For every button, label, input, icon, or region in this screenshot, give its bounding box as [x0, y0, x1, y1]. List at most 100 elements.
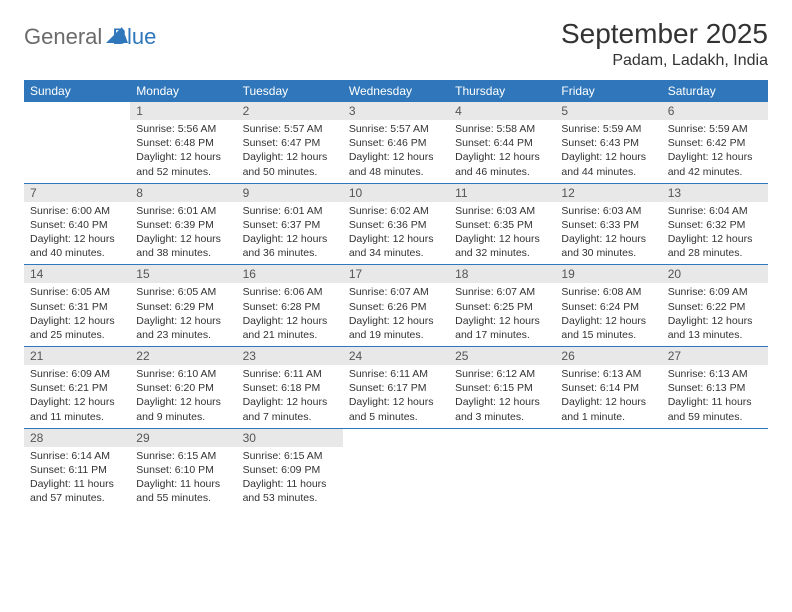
sunset: Sunset: 6:15 PM — [455, 381, 549, 395]
calendar-cell: 25Sunrise: 6:12 AMSunset: 6:15 PMDayligh… — [449, 347, 555, 428]
sunrise: Sunrise: 6:13 AM — [668, 367, 762, 381]
daylight: Daylight: 12 hours and 36 minutes. — [243, 232, 337, 260]
day-info: Sunrise: 6:15 AMSunset: 6:10 PMDaylight:… — [130, 447, 236, 510]
dow-sun: Sunday — [24, 80, 130, 102]
calendar-cell: 22Sunrise: 6:10 AMSunset: 6:20 PMDayligh… — [130, 347, 236, 428]
sunrise: Sunrise: 6:02 AM — [349, 204, 443, 218]
day-number: 21 — [24, 347, 130, 365]
sunrise: Sunrise: 6:05 AM — [136, 285, 230, 299]
calendar-cell: 29Sunrise: 6:15 AMSunset: 6:10 PMDayligh… — [130, 429, 236, 510]
month-title: September 2025 — [561, 18, 768, 50]
sunset: Sunset: 6:09 PM — [243, 463, 337, 477]
sunset: Sunset: 6:17 PM — [349, 381, 443, 395]
sunrise: Sunrise: 6:03 AM — [455, 204, 549, 218]
day-number: 5 — [555, 102, 661, 120]
calendar-cell: 2Sunrise: 5:57 AMSunset: 6:47 PMDaylight… — [237, 102, 343, 183]
day-info: Sunrise: 6:09 AMSunset: 6:21 PMDaylight:… — [24, 365, 130, 428]
day-number: 16 — [237, 265, 343, 283]
calendar-cell: 23Sunrise: 6:11 AMSunset: 6:18 PMDayligh… — [237, 347, 343, 428]
sunrise: Sunrise: 6:07 AM — [455, 285, 549, 299]
daylight: Daylight: 11 hours and 55 minutes. — [136, 477, 230, 505]
daylight: Daylight: 11 hours and 57 minutes. — [30, 477, 124, 505]
sunrise: Sunrise: 6:03 AM — [561, 204, 655, 218]
logo-text-2: Blue — [112, 24, 156, 50]
day-info: Sunrise: 5:57 AMSunset: 6:46 PMDaylight:… — [343, 120, 449, 183]
daylight: Daylight: 12 hours and 46 minutes. — [455, 150, 549, 178]
sunset: Sunset: 6:20 PM — [136, 381, 230, 395]
sunrise: Sunrise: 6:15 AM — [136, 449, 230, 463]
day-info: Sunrise: 6:00 AMSunset: 6:40 PMDaylight:… — [24, 202, 130, 265]
day-number: 17 — [343, 265, 449, 283]
day-number: 27 — [662, 347, 768, 365]
calendar-cell: 19Sunrise: 6:08 AMSunset: 6:24 PMDayligh… — [555, 265, 661, 346]
dow-tue: Tuesday — [237, 80, 343, 102]
day-info: Sunrise: 6:01 AMSunset: 6:37 PMDaylight:… — [237, 202, 343, 265]
daylight: Daylight: 12 hours and 44 minutes. — [561, 150, 655, 178]
sunrise: Sunrise: 6:09 AM — [30, 367, 124, 381]
calendar-week: 21Sunrise: 6:09 AMSunset: 6:21 PMDayligh… — [24, 347, 768, 429]
day-info: Sunrise: 6:06 AMSunset: 6:28 PMDaylight:… — [237, 283, 343, 346]
day-info: Sunrise: 5:59 AMSunset: 6:43 PMDaylight:… — [555, 120, 661, 183]
day-info: Sunrise: 6:07 AMSunset: 6:25 PMDaylight:… — [449, 283, 555, 346]
daylight: Daylight: 12 hours and 17 minutes. — [455, 314, 549, 342]
daylight: Daylight: 12 hours and 28 minutes. — [668, 232, 762, 260]
calendar-cell — [555, 429, 661, 510]
day-info: Sunrise: 5:56 AMSunset: 6:48 PMDaylight:… — [130, 120, 236, 183]
logo-text-1: General — [24, 24, 102, 50]
daylight: Daylight: 12 hours and 19 minutes. — [349, 314, 443, 342]
day-number: 30 — [237, 429, 343, 447]
sunrise: Sunrise: 6:01 AM — [243, 204, 337, 218]
day-number: 20 — [662, 265, 768, 283]
location: Padam, Ladakh, India — [561, 52, 768, 70]
day-number: 1 — [130, 102, 236, 120]
day-number: 2 — [237, 102, 343, 120]
day-number: 11 — [449, 184, 555, 202]
day-info: Sunrise: 6:14 AMSunset: 6:11 PMDaylight:… — [24, 447, 130, 510]
day-number: 24 — [343, 347, 449, 365]
daylight: Daylight: 12 hours and 38 minutes. — [136, 232, 230, 260]
sunrise: Sunrise: 6:11 AM — [349, 367, 443, 381]
sunset: Sunset: 6:26 PM — [349, 300, 443, 314]
daylight: Daylight: 12 hours and 5 minutes. — [349, 395, 443, 423]
calendar-cell: 7Sunrise: 6:00 AMSunset: 6:40 PMDaylight… — [24, 184, 130, 265]
day-number: 12 — [555, 184, 661, 202]
logo: General Blue — [24, 24, 156, 50]
sunrise: Sunrise: 6:07 AM — [349, 285, 443, 299]
sunset: Sunset: 6:37 PM — [243, 218, 337, 232]
daylight: Daylight: 12 hours and 21 minutes. — [243, 314, 337, 342]
sunset: Sunset: 6:28 PM — [243, 300, 337, 314]
daylight: Daylight: 12 hours and 15 minutes. — [561, 314, 655, 342]
day-number: 7 — [24, 184, 130, 202]
calendar-cell: 30Sunrise: 6:15 AMSunset: 6:09 PMDayligh… — [237, 429, 343, 510]
sunrise: Sunrise: 5:59 AM — [561, 122, 655, 136]
sunset: Sunset: 6:24 PM — [561, 300, 655, 314]
sunset: Sunset: 6:33 PM — [561, 218, 655, 232]
calendar-cell: 11Sunrise: 6:03 AMSunset: 6:35 PMDayligh… — [449, 184, 555, 265]
sunset: Sunset: 6:40 PM — [30, 218, 124, 232]
sunset: Sunset: 6:44 PM — [455, 136, 549, 150]
dow-thu: Thursday — [449, 80, 555, 102]
daylight: Daylight: 12 hours and 30 minutes. — [561, 232, 655, 260]
calendar-week: 28Sunrise: 6:14 AMSunset: 6:11 PMDayligh… — [24, 429, 768, 510]
day-info: Sunrise: 6:05 AMSunset: 6:31 PMDaylight:… — [24, 283, 130, 346]
calendar-cell: 26Sunrise: 6:13 AMSunset: 6:14 PMDayligh… — [555, 347, 661, 428]
sunset: Sunset: 6:21 PM — [30, 381, 124, 395]
sunset: Sunset: 6:47 PM — [243, 136, 337, 150]
calendar-week: 1Sunrise: 5:56 AMSunset: 6:48 PMDaylight… — [24, 102, 768, 184]
calendar-cell: 21Sunrise: 6:09 AMSunset: 6:21 PMDayligh… — [24, 347, 130, 428]
day-number: 13 — [662, 184, 768, 202]
daylight: Daylight: 12 hours and 13 minutes. — [668, 314, 762, 342]
day-info: Sunrise: 6:13 AMSunset: 6:14 PMDaylight:… — [555, 365, 661, 428]
day-number: 19 — [555, 265, 661, 283]
calendar-body: 1Sunrise: 5:56 AMSunset: 6:48 PMDaylight… — [24, 102, 768, 509]
calendar-cell: 14Sunrise: 6:05 AMSunset: 6:31 PMDayligh… — [24, 265, 130, 346]
daylight: Daylight: 12 hours and 50 minutes. — [243, 150, 337, 178]
daylight: Daylight: 12 hours and 32 minutes. — [455, 232, 549, 260]
sunset: Sunset: 6:18 PM — [243, 381, 337, 395]
title-block: September 2025 Padam, Ladakh, India — [561, 18, 768, 70]
calendar-cell: 4Sunrise: 5:58 AMSunset: 6:44 PMDaylight… — [449, 102, 555, 183]
day-info: Sunrise: 5:59 AMSunset: 6:42 PMDaylight:… — [662, 120, 768, 183]
daylight: Daylight: 12 hours and 42 minutes. — [668, 150, 762, 178]
calendar-cell — [662, 429, 768, 510]
dow-header: Sunday Monday Tuesday Wednesday Thursday… — [24, 80, 768, 102]
